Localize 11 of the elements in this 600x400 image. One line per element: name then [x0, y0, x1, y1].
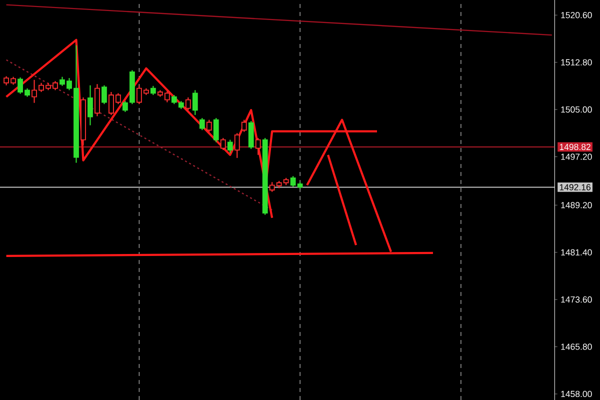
y-tick-label: 1512.80 [561, 59, 592, 66]
y-tick-label: 1489.20 [561, 202, 592, 208]
y-tick-label: 1458.00 [561, 390, 592, 398]
y-tick-label: 1520.60 [561, 12, 592, 18]
y-tick-label: 1481.40 [561, 249, 592, 256]
ref-line-label: 1498.82 [560, 144, 590, 150]
y-tick-label: 1505.00 [561, 106, 592, 113]
y-tick-label: 1473.60 [561, 296, 592, 303]
y-tick-label: 1465.80 [561, 344, 592, 350]
y-tick-label: 1497.20 [561, 154, 592, 160]
ref-line-label: 1492.16 [560, 184, 591, 190]
